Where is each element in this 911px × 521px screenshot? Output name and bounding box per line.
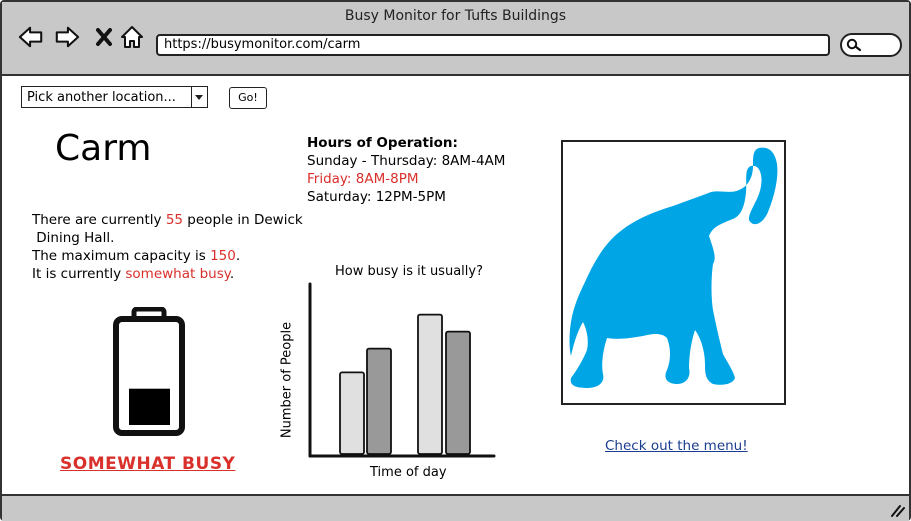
busy-chart bbox=[308, 282, 496, 458]
capacity-value: 150 bbox=[210, 248, 236, 264]
hours-line-friday: Friday: 8AM-8PM bbox=[307, 171, 419, 187]
chart-y-label: Number of People bbox=[279, 321, 295, 439]
occupancy-location-line: Dining Hall. bbox=[32, 230, 115, 246]
browser-titlebar: Busy Monitor for Tufts Buildings https:/… bbox=[2, 2, 909, 76]
back-arrow-icon[interactable] bbox=[18, 24, 44, 50]
occupancy-count-line: There are currently 55 people in Dewick bbox=[32, 212, 303, 228]
home-icon[interactable] bbox=[119, 24, 145, 50]
hours-line-saturday: Saturday: 12PM-5PM bbox=[307, 189, 446, 205]
busy-status-line: It is currently somewhat busy. bbox=[32, 266, 235, 282]
chart-bar bbox=[417, 313, 443, 455]
status-bar bbox=[2, 494, 909, 521]
browser-search-input[interactable] bbox=[840, 33, 902, 57]
busy-status: somewhat busy bbox=[125, 266, 230, 282]
chart-bar bbox=[366, 347, 392, 455]
hours-line-weekdays: Sunday - Thursday: 8AM-4AM bbox=[307, 153, 506, 169]
elephant-image bbox=[561, 140, 786, 405]
hours-heading: Hours of Operation: bbox=[307, 135, 458, 151]
url-input[interactable]: https://busymonitor.com/carm bbox=[156, 34, 830, 56]
menu-link[interactable]: Check out the menu! bbox=[605, 438, 748, 454]
battery-fill bbox=[129, 388, 170, 425]
location-title: Carm bbox=[55, 128, 152, 169]
chart-bar bbox=[339, 371, 365, 455]
capacity-line: The maximum capacity is 150. bbox=[32, 248, 241, 264]
search-icon bbox=[846, 38, 862, 52]
location-select-value: Pick another location... bbox=[27, 90, 176, 105]
window-title: Busy Monitor for Tufts Buildings bbox=[344, 8, 567, 24]
occupancy-info: There are currently 55 people in Dewick … bbox=[32, 211, 322, 283]
location-select[interactable]: Pick another location... bbox=[21, 86, 208, 108]
busy-status-label: SOMEWHAT BUSY bbox=[60, 454, 236, 474]
chevron-down-icon[interactable] bbox=[191, 87, 207, 107]
chart-x-label: Time of day bbox=[370, 465, 447, 480]
chart-title: How busy is it usually? bbox=[335, 264, 483, 279]
occupancy-count: 55 bbox=[165, 212, 184, 228]
battery-icon bbox=[113, 307, 185, 436]
close-x-icon[interactable] bbox=[92, 24, 118, 50]
hours-of-operation: Hours of Operation: Sunday - Thursday: 8… bbox=[307, 134, 505, 206]
forward-arrow-icon[interactable] bbox=[54, 24, 80, 50]
chart-bar bbox=[445, 330, 471, 455]
go-button[interactable]: Go! bbox=[229, 87, 267, 109]
resize-grip-icon[interactable] bbox=[889, 503, 905, 517]
